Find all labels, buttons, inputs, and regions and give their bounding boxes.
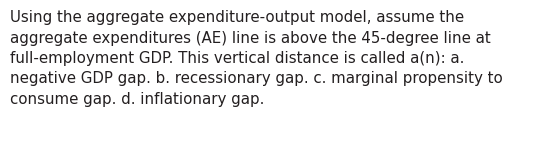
- Text: Using the aggregate expenditure-output model, assume the
aggregate expenditures : Using the aggregate expenditure-output m…: [10, 10, 503, 107]
